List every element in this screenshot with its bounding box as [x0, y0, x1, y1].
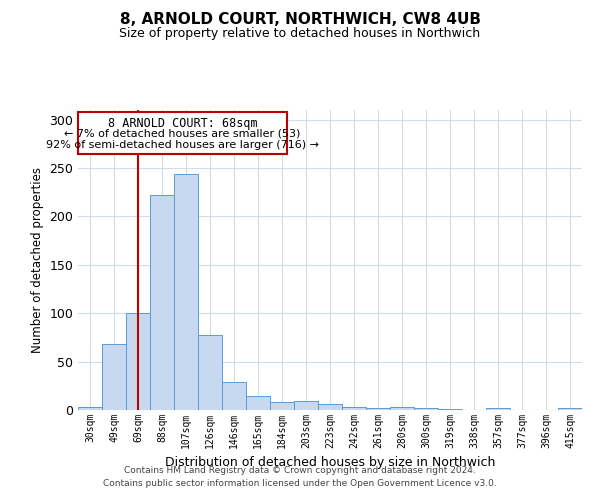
Bar: [198, 336, 222, 410]
Bar: [270, 402, 294, 410]
Text: 92% of semi-detached houses are larger (716) →: 92% of semi-detached houses are larger (…: [46, 140, 319, 150]
Bar: [558, 408, 582, 410]
Text: 8 ARNOLD COURT: 68sqm: 8 ARNOLD COURT: 68sqm: [108, 117, 257, 130]
Y-axis label: Number of detached properties: Number of detached properties: [31, 167, 44, 353]
Bar: [246, 396, 270, 410]
Bar: [222, 382, 246, 410]
Text: 8, ARNOLD COURT, NORTHWICH, CW8 4UB: 8, ARNOLD COURT, NORTHWICH, CW8 4UB: [119, 12, 481, 28]
Bar: [150, 195, 174, 410]
Bar: [174, 174, 198, 410]
Text: ← 7% of detached houses are smaller (53): ← 7% of detached houses are smaller (53): [64, 128, 301, 138]
Bar: [318, 404, 342, 410]
Bar: [438, 409, 462, 410]
Bar: [390, 407, 414, 410]
X-axis label: Distribution of detached houses by size in Northwich: Distribution of detached houses by size …: [165, 456, 495, 469]
Bar: [342, 407, 366, 410]
Bar: [78, 407, 102, 410]
Bar: [486, 408, 510, 410]
Bar: [294, 402, 318, 410]
Bar: [126, 313, 150, 410]
Text: Contains HM Land Registry data © Crown copyright and database right 2024.
Contai: Contains HM Land Registry data © Crown c…: [103, 466, 497, 487]
Bar: [79, 112, 287, 154]
Text: Size of property relative to detached houses in Northwich: Size of property relative to detached ho…: [119, 28, 481, 40]
Bar: [366, 408, 390, 410]
Bar: [102, 344, 126, 410]
Bar: [414, 408, 438, 410]
